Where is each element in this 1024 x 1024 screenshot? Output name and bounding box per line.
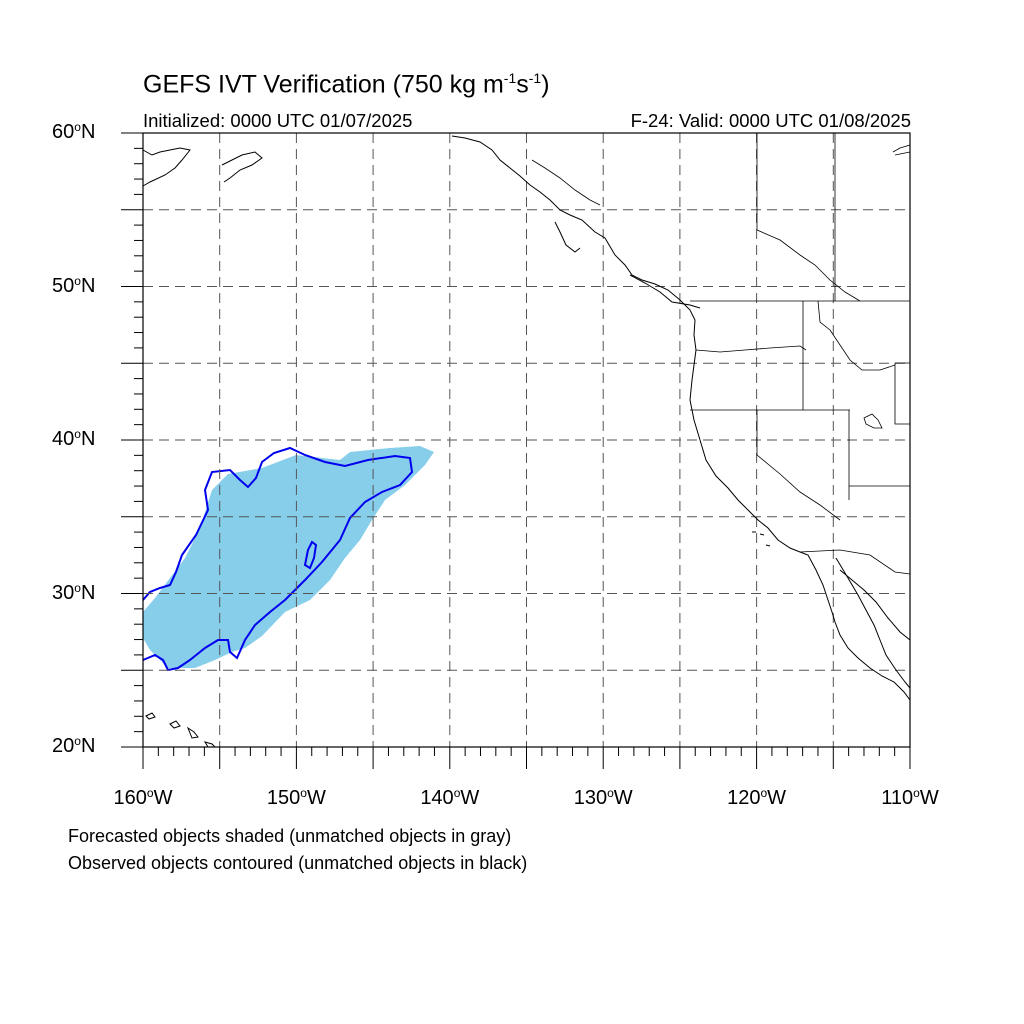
us-mexico-border bbox=[799, 549, 911, 575]
wyoming-border bbox=[894, 362, 910, 425]
lat-label-20n: 20oN bbox=[52, 734, 96, 757]
washington-oregon-border bbox=[695, 345, 807, 353]
lon-label-120w: 120oW bbox=[727, 786, 787, 809]
alaska-gulf-coast bbox=[451, 135, 696, 321]
coastlines bbox=[142, 135, 911, 748]
lat-label-50n: 50oN bbox=[52, 273, 96, 297]
graticule bbox=[143, 133, 910, 747]
gulf-of-california-coast bbox=[839, 569, 911, 641]
idaho-montana-border bbox=[817, 300, 896, 371]
hawaiian-island-maui bbox=[186, 726, 199, 739]
alaska-peninsula-coast bbox=[142, 147, 191, 187]
hawaiian-island-big-island bbox=[203, 741, 217, 748]
footnote-forecast: Forecasted objects shaded (unmatched obj… bbox=[68, 826, 512, 846]
observed-inner-contour bbox=[303, 540, 318, 570]
title-text-mid: s bbox=[516, 70, 529, 99]
political-borders bbox=[531, 133, 911, 575]
kodiak-island-coast bbox=[221, 151, 263, 183]
map-title: GEFS IVT Verification (750 kg m-1s-1) bbox=[143, 70, 550, 99]
vancouver-island-coast bbox=[629, 274, 701, 309]
canada-interior-border bbox=[756, 229, 861, 302]
alaska-canada-border bbox=[531, 159, 601, 206]
lon-label-110w: 110oW bbox=[881, 786, 939, 809]
hudson-bay-edge bbox=[892, 144, 911, 156]
hawaiian-island-niihau bbox=[145, 712, 156, 720]
california-nevada-border bbox=[756, 410, 841, 521]
us-west-coast bbox=[689, 319, 911, 701]
observed-object-contour bbox=[142, 446, 414, 672]
initialized-time: Initialized: 0000 UTC 01/07/2025 bbox=[143, 110, 413, 131]
axis-ticks bbox=[121, 132, 911, 769]
lon-label-130w: 130oW bbox=[573, 786, 633, 809]
valid-time: F-24: Valid: 0000 UTC 01/08/2025 bbox=[630, 110, 911, 131]
lon-label-140w: 140oW bbox=[420, 786, 480, 809]
lon-label-150w: 150oW bbox=[266, 786, 326, 809]
channel-islands bbox=[752, 531, 771, 547]
lat-label-40n: 40oN bbox=[52, 427, 96, 450]
title-exponent-2: -1 bbox=[528, 70, 542, 86]
lat-label-60n: 60oN bbox=[52, 120, 96, 143]
great-salt-lake bbox=[863, 413, 883, 429]
title-exponent-1: -1 bbox=[503, 70, 517, 86]
title-text-end: ) bbox=[541, 70, 550, 99]
forecast-object bbox=[143, 446, 434, 668]
lon-label-160w: 160oW bbox=[113, 786, 173, 809]
title-text: GEFS IVT Verification (750 kg m bbox=[143, 70, 504, 99]
lat-label-30n: 30oN bbox=[52, 580, 96, 604]
baja-peninsula-coast bbox=[835, 557, 911, 689]
hawaiian-island-oahu bbox=[169, 720, 181, 729]
haida-gwaii-coast bbox=[554, 221, 581, 253]
footnote-observed: Observed objects contoured (unmatched ob… bbox=[68, 853, 528, 873]
